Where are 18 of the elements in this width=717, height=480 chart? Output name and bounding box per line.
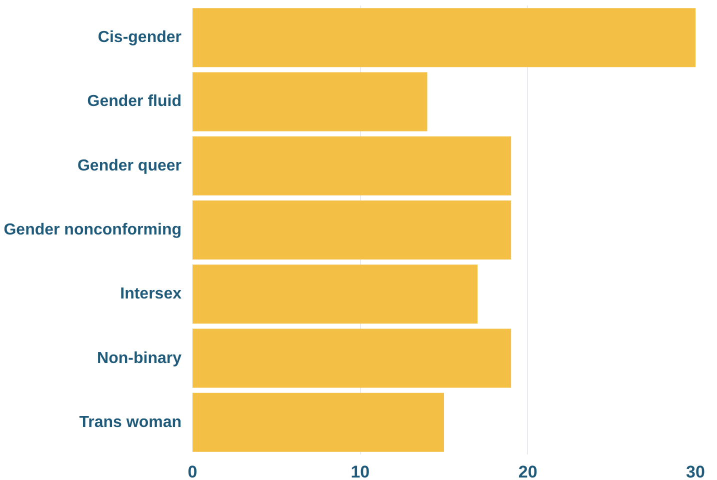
bar <box>192 264 478 324</box>
bar <box>192 8 696 68</box>
bar <box>192 200 512 260</box>
y-tick-label: Non-binary <box>97 350 182 367</box>
y-tick-label: Gender queer <box>77 157 182 174</box>
x-tick-label: 20 <box>518 462 538 480</box>
y-tick-label: Trans woman <box>79 414 182 431</box>
bar <box>192 136 512 196</box>
y-tick-label: Gender fluid <box>87 93 182 110</box>
bar <box>192 328 512 388</box>
x-tick-label: 0 <box>188 462 198 480</box>
x-tick-label: 10 <box>350 462 370 480</box>
bar <box>192 72 428 132</box>
x-tick-label: 30 <box>686 462 705 480</box>
bar <box>192 392 444 452</box>
y-tick-label: Cis-gender <box>98 29 182 46</box>
y-tick-label: Gender nonconforming <box>4 222 182 238</box>
y-tick-label: Intersex <box>120 286 182 303</box>
